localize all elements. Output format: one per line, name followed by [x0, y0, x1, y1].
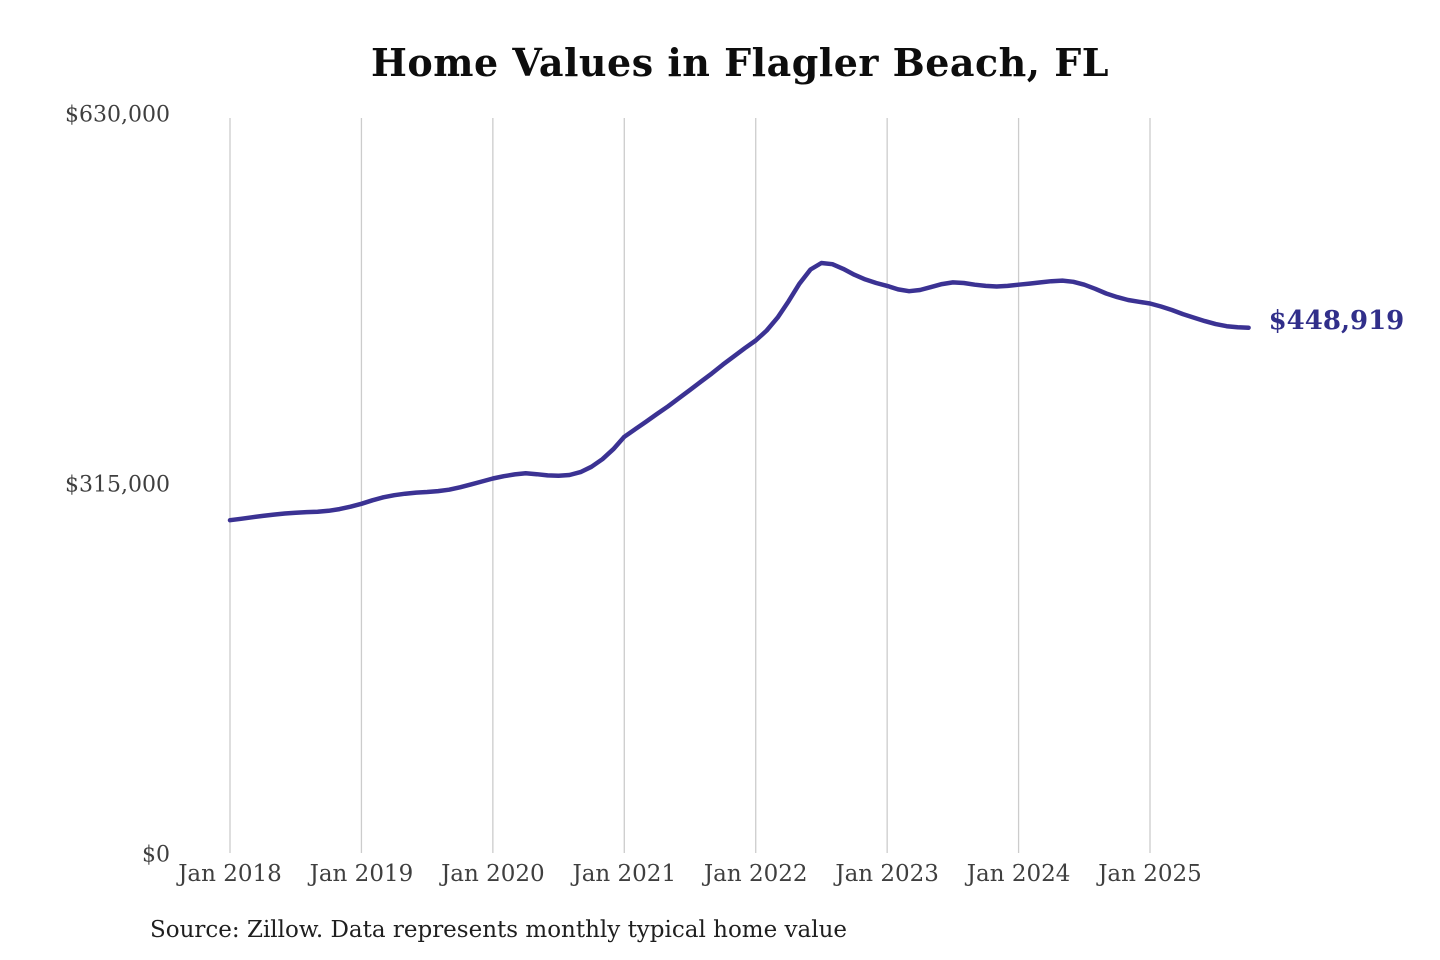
- y-axis-label-630000: $630,000: [65, 102, 170, 128]
- end-value-label: $448,919: [1268, 305, 1405, 336]
- x-axis-label-2018: Jan 2018: [178, 861, 282, 887]
- x-axis-label-2020: Jan 2020: [441, 861, 545, 887]
- source-note: Source: Zillow. Data represents monthly …: [150, 917, 848, 943]
- y-axis-label-315000: $315,000: [65, 472, 170, 498]
- x-axis-label-2024: Jan 2024: [966, 861, 1071, 887]
- x-axis-label-2019: Jan 2019: [309, 861, 414, 887]
- x-axis-label-2021: Jan 2021: [572, 861, 677, 887]
- y-axis-label-0: $0: [142, 842, 170, 868]
- chart-title: Home Values in Flagler Beach, FL: [371, 40, 1109, 85]
- x-axis-label-2023: Jan 2023: [835, 861, 939, 887]
- x-axis-label-2022: Jan 2022: [703, 861, 808, 887]
- home-value-line: [227, 260, 1251, 523]
- x-axis-label-2025: Jan 2025: [1098, 861, 1202, 887]
